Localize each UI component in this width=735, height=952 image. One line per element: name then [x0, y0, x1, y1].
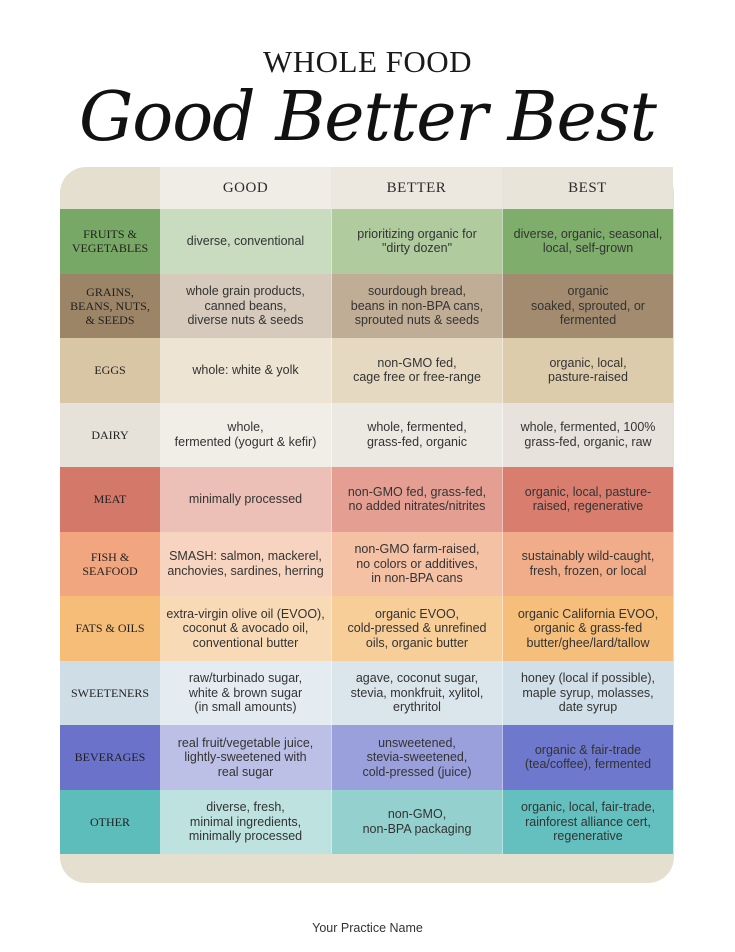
row-label: MEAT	[60, 467, 160, 532]
cell-better: non-GMO fed, grass-fed, no added nitrate…	[331, 467, 502, 532]
cell-better: prioritizing organic for "dirty dozen"	[331, 209, 502, 274]
column-header-better: BETTER	[331, 167, 502, 209]
page-subtitle: WHOLE FOOD	[262, 44, 473, 79]
row-label: FATS & OILS	[60, 596, 160, 661]
cell-good: minimally processed	[160, 467, 331, 532]
column-header-good: GOOD	[160, 167, 331, 209]
cell-best: whole, fermented, 100% grass-fed, organi…	[502, 402, 673, 467]
row-label: SWEETENERS	[60, 660, 160, 725]
cell-best: organic soaked, sprouted, or fermented	[502, 273, 673, 338]
cell-best: organic, local, fair-trade, rainforest a…	[502, 789, 673, 854]
row-label: FISH & SEAFOOD	[60, 531, 160, 596]
cell-best: organic California EVOO, organic & grass…	[502, 596, 673, 661]
row-label: DAIRY	[60, 402, 160, 467]
cell-best: honey (local if possible), maple syrup, …	[502, 660, 673, 725]
practice-name: Your Practice Name	[312, 921, 423, 935]
table-header-row: GOOD BETTER BEST	[60, 167, 674, 209]
cell-best: organic & fair-trade (tea/coffee), ferme…	[502, 725, 673, 790]
cell-better: non-GMO farm-raised, no colors or additi…	[331, 531, 502, 596]
cell-good: diverse, fresh, minimal ingredients, min…	[160, 789, 331, 854]
table-row: DAIRY whole, fermented (yogurt & kefir) wh…	[60, 402, 674, 467]
comparison-table: GOOD BETTER BEST FRUITS & VEGETABLES dive…	[60, 167, 674, 854]
table-row: OTHER diverse, fresh, minimal ingredients…	[60, 789, 674, 854]
cell-better: sourdough bread, beans in non-BPA cans, …	[331, 273, 502, 338]
cell-good: whole grain products, canned beans, dive…	[160, 273, 331, 338]
row-label: GRAINS, BEANS, NUTS, & SEEDS	[60, 273, 160, 338]
cell-better: agave, coconut sugar, stevia, monkfruit,…	[331, 660, 502, 725]
cell-best: organic, local, pasture- raised, regener…	[502, 467, 673, 532]
table-row: EGGS whole: white & yolk non-GMO fed, cage…	[60, 338, 674, 403]
cell-best: sustainably wild-caught, fresh, frozen, …	[502, 531, 673, 596]
row-label: EGGS	[60, 338, 160, 403]
cell-best: diverse, organic, seasonal, local, self-…	[502, 209, 673, 274]
row-label: FRUITS & VEGETABLES	[60, 209, 160, 274]
table-row: MEAT minimally processed non-GMO fed, gras…	[60, 467, 674, 532]
cell-good: diverse, conventional	[160, 209, 331, 274]
table-row: FISH & SEAFOOD SMASH: salmon, mackerel, a…	[60, 531, 674, 596]
cell-better: organic EVOO, cold-pressed & unrefined o…	[331, 596, 502, 661]
cell-good: raw/turbinado sugar, white & brown sugar…	[160, 660, 331, 725]
cell-better: non-GMO fed, cage free or free-range	[331, 338, 502, 403]
cell-better: whole, fermented, grass-fed, organic	[331, 402, 502, 467]
cell-better: non-GMO, non-BPA packaging	[331, 789, 502, 854]
row-label: OTHER	[60, 789, 160, 854]
cell-good: whole, fermented (yogurt & kefir)	[160, 402, 331, 467]
table-body: FRUITS & VEGETABLES diverse, conventional…	[60, 209, 674, 854]
header-blank	[60, 167, 160, 209]
row-label: BEVERAGES	[60, 725, 160, 790]
cell-good: whole: white & yolk	[160, 338, 331, 403]
table-row: FATS & OILS extra-virgin olive oil (EVOO)…	[60, 596, 674, 661]
column-header-best: BEST	[502, 167, 673, 209]
page-title: Good Better Best	[78, 78, 657, 157]
table-row: FRUITS & VEGETABLES diverse, conventional…	[60, 209, 674, 274]
table-row: SWEETENERS raw/turbinado sugar, white & b…	[60, 660, 674, 725]
cell-good: extra-virgin olive oil (EVOO), coconut &…	[160, 596, 331, 661]
table-row: GRAINS, BEANS, NUTS, & SEEDS whole grain …	[60, 273, 674, 338]
table-row: BEVERAGES real fruit/vegetable juice, lig…	[60, 725, 674, 790]
cell-good: real fruit/vegetable juice, lightly-swee…	[160, 725, 331, 790]
cell-best: organic, local, pasture-raised	[502, 338, 673, 403]
cell-good: SMASH: salmon, mackerel, anchovies, sard…	[160, 531, 331, 596]
cell-better: unsweetened, stevia-sweetened, cold-pres…	[331, 725, 502, 790]
